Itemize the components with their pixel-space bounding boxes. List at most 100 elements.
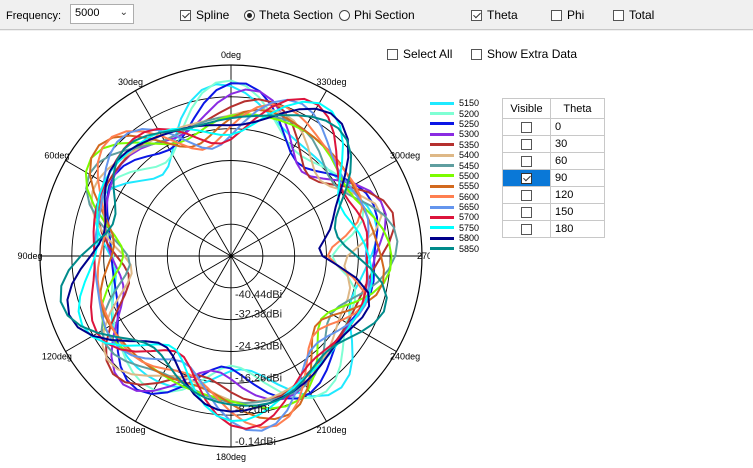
legend-label: 5450 [459,160,480,171]
grid-spoke [135,90,232,257]
legend-label: 5300 [459,129,480,140]
phi-checkbox-box[interactable] [551,9,562,21]
theta-cell: 180 [550,220,605,238]
angle-label: 300deg [390,151,420,161]
phi-section-radio-dot[interactable] [339,9,350,21]
table-row[interactable]: 60 [502,152,605,170]
theta-section-radio-dot[interactable] [244,9,255,21]
angle-label: 210deg [316,425,346,435]
ring-label: -0.14dBi [235,436,276,448]
legend-label: 5250 [459,118,480,129]
legend-item: 5800 [430,233,500,243]
spline-checkbox-box[interactable] [180,9,191,21]
pattern-curve [59,114,388,407]
legend-item: 5550 [430,181,500,191]
legend-swatch [430,226,454,230]
ring-label: -32.38dBi [235,309,282,321]
spline-label: Spline [196,8,230,22]
polar-plot: 0deg 330deg 300deg 270deg 240deg 210deg 180deg… [17,50,430,462]
legend-item: 5650 [430,202,500,212]
select-all-checkbox[interactable]: Select All [387,47,452,61]
visible-cell[interactable] [502,186,551,204]
theta-cell: 150 [550,203,605,221]
theta-checkbox[interactable]: Theta [471,8,518,22]
legend-label: 5150 [459,98,480,109]
total-checkbox-box[interactable] [613,9,624,21]
theta-cell: 90 [550,169,605,187]
phi-section-label: Phi Section [354,8,415,22]
visible-cell[interactable] [502,220,551,238]
theta-cell: 60 [550,152,605,170]
visible-checkbox[interactable] [521,189,532,201]
legend-swatch [430,164,454,168]
theta-cell: 0 [550,118,605,136]
angle-label: 90deg [17,251,42,261]
theta-section-radio[interactable]: Theta Section [244,8,333,22]
table-row[interactable]: 150 [502,203,605,221]
visible-cell[interactable] [502,152,551,170]
spline-checkbox[interactable]: Spline [180,8,229,22]
pattern-curve [89,97,369,430]
legend-label: 5350 [459,139,480,150]
theta-section-label: Theta Section [259,8,334,22]
visible-cell[interactable] [502,135,551,153]
legend-swatch [430,184,454,188]
legend-label: 5400 [459,150,480,161]
legend-swatch [430,236,454,240]
toolbar: Frequency: 5000 ⌄ Spline Theta Section P… [0,0,753,30]
frequency-dropdown[interactable]: 5000 ⌄ [70,4,134,24]
angle-label: 30deg [118,77,143,87]
phi-label: Phi [567,8,585,22]
show-extra-data-checkbox-box[interactable] [471,48,482,60]
grid-spoke [230,90,327,257]
legend-swatch [430,132,454,136]
table-row[interactable]: 30 [502,135,605,153]
ring-label: -16.26dBi [235,372,282,384]
legend-item: 5150 [430,98,500,108]
pattern-curve [77,100,374,423]
angle-label: 330deg [316,77,346,87]
legend-item: 5200 [430,108,500,119]
visible-cell[interactable] [502,169,551,187]
theta-checkbox-box[interactable] [471,9,482,21]
theta-cell: 120 [550,186,605,204]
visible-cell[interactable] [502,118,551,136]
legend-swatch [430,247,454,251]
visible-checkbox[interactable] [521,206,532,218]
plot-area [0,31,753,468]
visible-checkbox[interactable] [521,138,532,150]
frequency-legend: 5150 5200 5250 5300 5350 5400 5450 5500 5550 5600… [430,98,500,254]
grid-spoke [230,160,397,257]
angle-label: 150deg [115,425,145,435]
visible-checkbox[interactable] [521,223,532,235]
angle-label: 120deg [42,352,72,362]
legend-item: 5600 [430,192,500,202]
table-row[interactable]: 180 [502,220,605,238]
column-header-visible: Visible [502,98,551,119]
legend-swatch [430,122,454,126]
table-row[interactable]: 0 [502,118,605,136]
phi-checkbox[interactable]: Phi [551,8,584,22]
legend-swatch [430,143,454,147]
table-header-row: Visible Theta [502,98,605,119]
pattern-curve [84,113,393,410]
visible-checkbox[interactable] [521,172,532,184]
show-extra-data-checkbox[interactable]: Show Extra Data [471,47,577,61]
table-row[interactable]: 120 [502,186,605,204]
total-checkbox[interactable]: Total [613,8,654,22]
column-header-theta: Theta [550,98,605,119]
legend-swatch [430,112,454,116]
legend-label: 5650 [459,202,480,213]
angle-label: 240deg [390,352,420,362]
table-row[interactable]: 90 [502,169,605,187]
phi-section-radio[interactable]: Phi Section [339,8,415,22]
select-all-checkbox-box[interactable] [387,48,398,60]
visible-cell[interactable] [502,203,551,221]
frequency-label: Frequency: [6,10,62,22]
theta-visibility-table: Visible Theta 0 30 60 90 120 150 180 [502,98,605,238]
ring-label: -24.32dBi [235,341,282,353]
visible-checkbox[interactable] [521,155,532,167]
angle-label: 60deg [44,151,69,161]
visible-checkbox[interactable] [521,121,532,133]
legend-label: 5700 [459,212,480,223]
